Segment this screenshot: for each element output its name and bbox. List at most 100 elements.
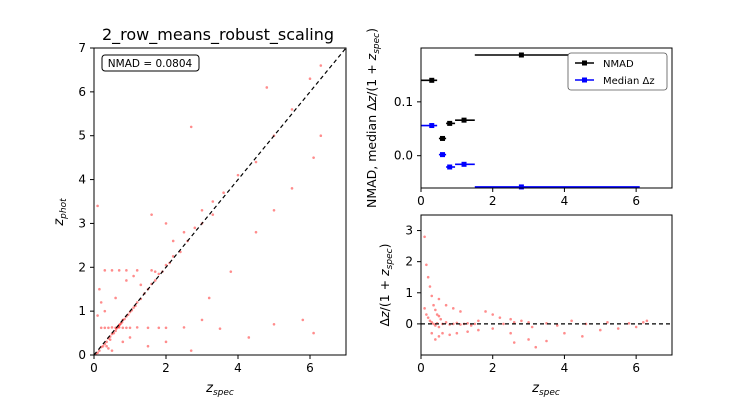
errorbar-marker	[429, 123, 435, 129]
left-data-point	[207, 296, 211, 300]
left-data-point	[119, 322, 123, 325]
left-data-point	[272, 208, 276, 212]
residual-data-point	[455, 331, 459, 335]
residual-data-point	[645, 319, 649, 323]
left-data-point	[193, 226, 197, 230]
left-x-axis-label: zspec	[205, 381, 234, 398]
left-data-point	[110, 349, 114, 352]
left-data-point	[103, 309, 107, 313]
residual-data-point	[437, 335, 441, 338]
left-x-ticks: 0 2 4 6	[90, 355, 314, 375]
left-data-point	[200, 208, 204, 212]
top-right-x-tick-label: 6	[632, 194, 640, 208]
bottom-right-points	[423, 235, 649, 349]
left-data-point	[135, 301, 139, 304]
left-y-tick-label: 0	[78, 348, 86, 362]
residual-data-point	[512, 321, 516, 324]
residual-data-point	[527, 338, 530, 341]
residual-data-point	[423, 235, 426, 239]
left-data-point	[99, 301, 103, 304]
errorbar-marker	[447, 120, 453, 126]
left-data-point	[272, 323, 276, 326]
bottom-right-x-axis-label: zspec	[531, 381, 560, 398]
left-title: 2_row_means_robust_scaling	[102, 25, 334, 45]
bottom-right-y-tick-label: 2	[405, 255, 413, 269]
left-data-point	[110, 332, 114, 336]
left-y-tick-label: 2	[78, 260, 86, 274]
legend: NMAD Median Δz	[567, 52, 668, 91]
left-data-point	[290, 187, 294, 190]
residual-data-point	[444, 303, 448, 307]
left-data-point	[211, 213, 215, 216]
bottom-right-x-tick-label: 2	[489, 361, 497, 375]
residual-data-point	[441, 331, 444, 335]
left-y-tick-label: 5	[78, 129, 86, 143]
errorbar-marker	[461, 117, 467, 123]
bottom-right-x-ticks: 0 2 4 6	[417, 355, 640, 375]
left-data-point	[96, 351, 99, 355]
residual-data-point	[428, 285, 432, 288]
residual-data-point	[616, 327, 620, 330]
left-x-tick-label: 6	[306, 361, 314, 375]
errorbar-marker	[518, 184, 524, 190]
left-data-point	[290, 108, 294, 111]
left-data-point	[114, 296, 117, 300]
left-data-point	[150, 213, 153, 216]
left-data-point	[164, 340, 168, 344]
left-data-point	[312, 331, 315, 335]
residual-data-point	[448, 333, 451, 337]
bottom-right-y-ticks: 0 1 2 3	[405, 224, 421, 331]
left-data-point	[319, 64, 323, 67]
left-data-point	[319, 134, 323, 138]
errorbar-marker	[429, 77, 435, 83]
residual-data-point	[428, 319, 432, 323]
residual-data-point	[469, 324, 473, 327]
left-data-point	[218, 327, 222, 330]
left-data-point	[105, 340, 108, 344]
left-plot-frame	[93, 47, 347, 356]
top-right-x-ticks: 0 2 4 6	[417, 188, 640, 208]
left-data-point	[117, 326, 121, 329]
left-data-point	[200, 318, 204, 322]
bottom-right-x-tick-label: 0	[417, 361, 425, 375]
residual-data-point	[473, 322, 477, 326]
residual-data-point	[466, 330, 469, 333]
residual-data-point	[642, 321, 645, 324]
top-right-y-tick-label: 0.1	[394, 95, 413, 109]
left-data-point	[211, 200, 215, 203]
errorbar-marker	[461, 161, 467, 167]
left-data-point	[132, 306, 135, 309]
residual-data-point	[430, 331, 434, 335]
left-data-point	[103, 269, 107, 272]
residual-data-point	[570, 319, 573, 323]
left-data-point	[153, 279, 157, 282]
left-data-point	[107, 326, 110, 330]
residual-data-point	[437, 297, 441, 301]
left-data-point	[135, 326, 139, 329]
left-data-point	[110, 326, 114, 329]
left-data-point	[101, 344, 105, 348]
left-data-point	[182, 230, 186, 234]
residual-data-point	[451, 307, 455, 310]
residual-data-point	[627, 321, 631, 325]
left-y-tick-label: 3	[78, 216, 86, 230]
left-y-tick-label: 4	[78, 173, 86, 187]
left-data-point	[171, 239, 175, 243]
left-y-ticks: 0 1 2 3 4 5 6 7	[78, 41, 94, 362]
left-data-point	[107, 347, 110, 350]
left-data-point	[103, 326, 107, 330]
top-right-x-tick-label: 2	[489, 194, 497, 208]
left-reference-line	[93, 47, 347, 356]
left-data-point	[189, 349, 193, 352]
residual-data-point	[598, 328, 602, 332]
residual-data-point	[435, 313, 439, 316]
residual-data-point	[425, 263, 428, 267]
bottom-right-y-tick-label: 0	[405, 317, 413, 331]
residual-data-point	[430, 321, 434, 324]
residual-data-point	[439, 317, 443, 321]
residual-data-point	[432, 303, 435, 307]
residual-data-point	[437, 325, 441, 329]
left-data-point	[105, 344, 108, 348]
left-data-point	[247, 336, 251, 339]
errorbar-marker	[440, 152, 446, 158]
